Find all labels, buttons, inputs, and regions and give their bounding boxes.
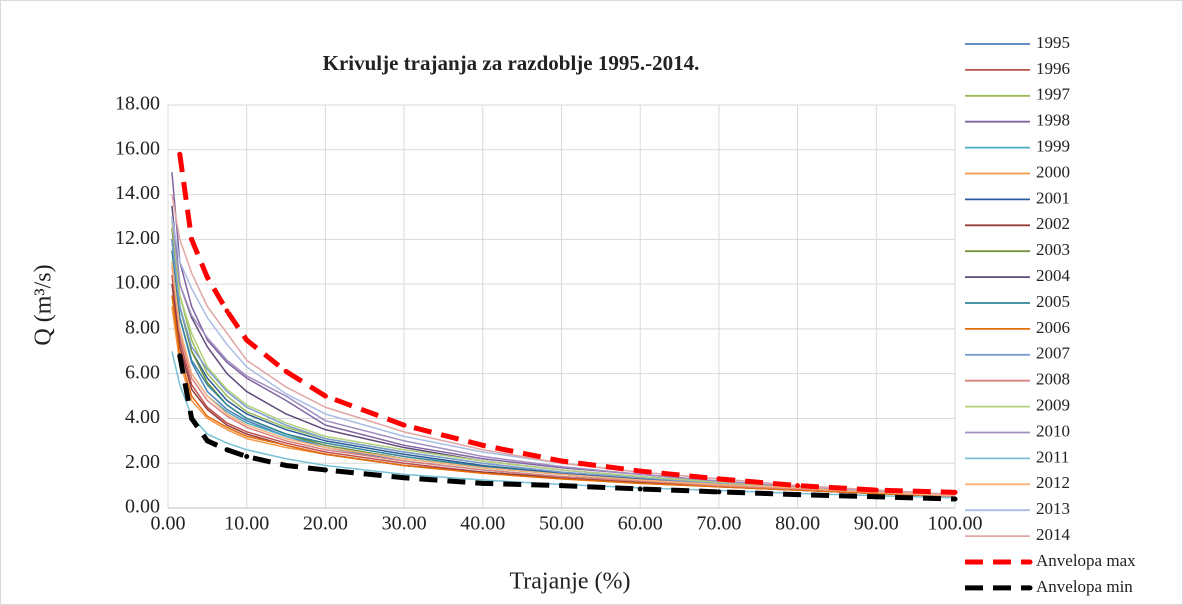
legend-label: 2003 bbox=[1036, 240, 1070, 259]
legend-marker bbox=[1027, 559, 1033, 565]
y-tick-label: 12.00 bbox=[115, 227, 160, 249]
y-axis-label: Q (m³/s) bbox=[31, 264, 57, 345]
legend-label: 2014 bbox=[1036, 525, 1071, 544]
legend-label: 1999 bbox=[1036, 137, 1070, 156]
x-tick-label: 70.00 bbox=[696, 513, 741, 535]
x-tick-label: 10.00 bbox=[224, 513, 269, 535]
x-tick-label: 60.00 bbox=[618, 513, 663, 535]
point-marker bbox=[795, 483, 801, 489]
point-marker bbox=[795, 492, 801, 498]
point-marker bbox=[637, 468, 643, 474]
y-tick-label: 10.00 bbox=[115, 272, 160, 294]
point-marker bbox=[224, 308, 230, 314]
legend-label: 2006 bbox=[1036, 318, 1070, 337]
point-marker bbox=[873, 487, 879, 493]
point-marker bbox=[244, 337, 250, 343]
point-marker bbox=[637, 486, 643, 492]
x-tick-label: 30.00 bbox=[382, 513, 427, 535]
legend-label: 1997 bbox=[1036, 85, 1071, 104]
point-marker bbox=[189, 415, 195, 421]
series-line bbox=[171, 261, 956, 497]
x-tick-label: 40.00 bbox=[460, 513, 505, 535]
point-marker bbox=[283, 368, 289, 374]
y-tick-label: 4.00 bbox=[125, 406, 160, 428]
point-marker bbox=[716, 476, 722, 482]
legend-label: 2009 bbox=[1036, 396, 1070, 415]
legend-label: 2002 bbox=[1036, 214, 1070, 233]
legend-label: 2012 bbox=[1036, 473, 1070, 492]
point-marker bbox=[204, 438, 210, 444]
point-marker bbox=[189, 236, 195, 242]
legend-label: Anvelopa min bbox=[1036, 577, 1133, 596]
series-line bbox=[171, 266, 956, 498]
point-marker bbox=[177, 353, 183, 359]
series-line bbox=[171, 295, 956, 498]
legend-label: 2000 bbox=[1036, 162, 1070, 181]
point-marker bbox=[480, 442, 486, 448]
point-marker bbox=[952, 496, 958, 502]
x-tick-label: 20.00 bbox=[303, 513, 348, 535]
point-marker bbox=[244, 454, 250, 460]
point-marker bbox=[177, 151, 183, 157]
y-tick-label: 6.00 bbox=[125, 361, 160, 383]
x-tick-label: 0.00 bbox=[151, 513, 186, 535]
point-marker bbox=[204, 274, 210, 280]
legend-label: 2007 bbox=[1036, 344, 1071, 363]
point-marker bbox=[480, 480, 486, 486]
y-tick-label: 2.00 bbox=[125, 451, 160, 473]
point-marker bbox=[401, 422, 407, 428]
point-marker bbox=[559, 458, 564, 464]
y-tick-label: 0.00 bbox=[125, 496, 160, 518]
point-marker bbox=[952, 489, 958, 495]
point-marker bbox=[322, 393, 328, 399]
x-tick-label: 100.00 bbox=[928, 513, 983, 535]
legend-label: 2011 bbox=[1036, 447, 1069, 466]
legend-label: 2008 bbox=[1036, 370, 1070, 389]
x-tick-label: 50.00 bbox=[539, 513, 584, 535]
y-tick-label: 14.00 bbox=[115, 182, 160, 204]
point-marker bbox=[559, 483, 564, 489]
legend-label: 2010 bbox=[1036, 421, 1070, 440]
chart-title: Krivulje trajanja za razdoblje 1995.-201… bbox=[323, 51, 700, 75]
legend-label: 1995 bbox=[1036, 33, 1070, 52]
point-marker bbox=[224, 447, 230, 453]
y-tick-label: 8.00 bbox=[125, 316, 160, 338]
legend-label: 1998 bbox=[1036, 111, 1070, 130]
point-marker bbox=[873, 494, 879, 500]
x-axis-label: Trajanje (%) bbox=[509, 569, 630, 595]
point-marker bbox=[322, 467, 328, 473]
legend-label: 1996 bbox=[1036, 59, 1070, 78]
x-tick-label: 80.00 bbox=[775, 513, 820, 535]
legend-label: 2001 bbox=[1036, 188, 1070, 207]
y-tick-label: 16.00 bbox=[115, 137, 160, 159]
legend-label: 2004 bbox=[1036, 266, 1071, 285]
y-tick-label: 18.00 bbox=[115, 93, 160, 115]
point-marker bbox=[401, 475, 407, 481]
point-marker bbox=[716, 489, 722, 495]
legend-marker bbox=[1027, 585, 1033, 591]
point-marker bbox=[283, 462, 289, 468]
x-tick-label: 90.00 bbox=[854, 513, 899, 535]
legend-label: 2013 bbox=[1036, 499, 1070, 518]
legend-label: Anvelopa max bbox=[1036, 551, 1136, 570]
legend-label: 2005 bbox=[1036, 292, 1070, 311]
